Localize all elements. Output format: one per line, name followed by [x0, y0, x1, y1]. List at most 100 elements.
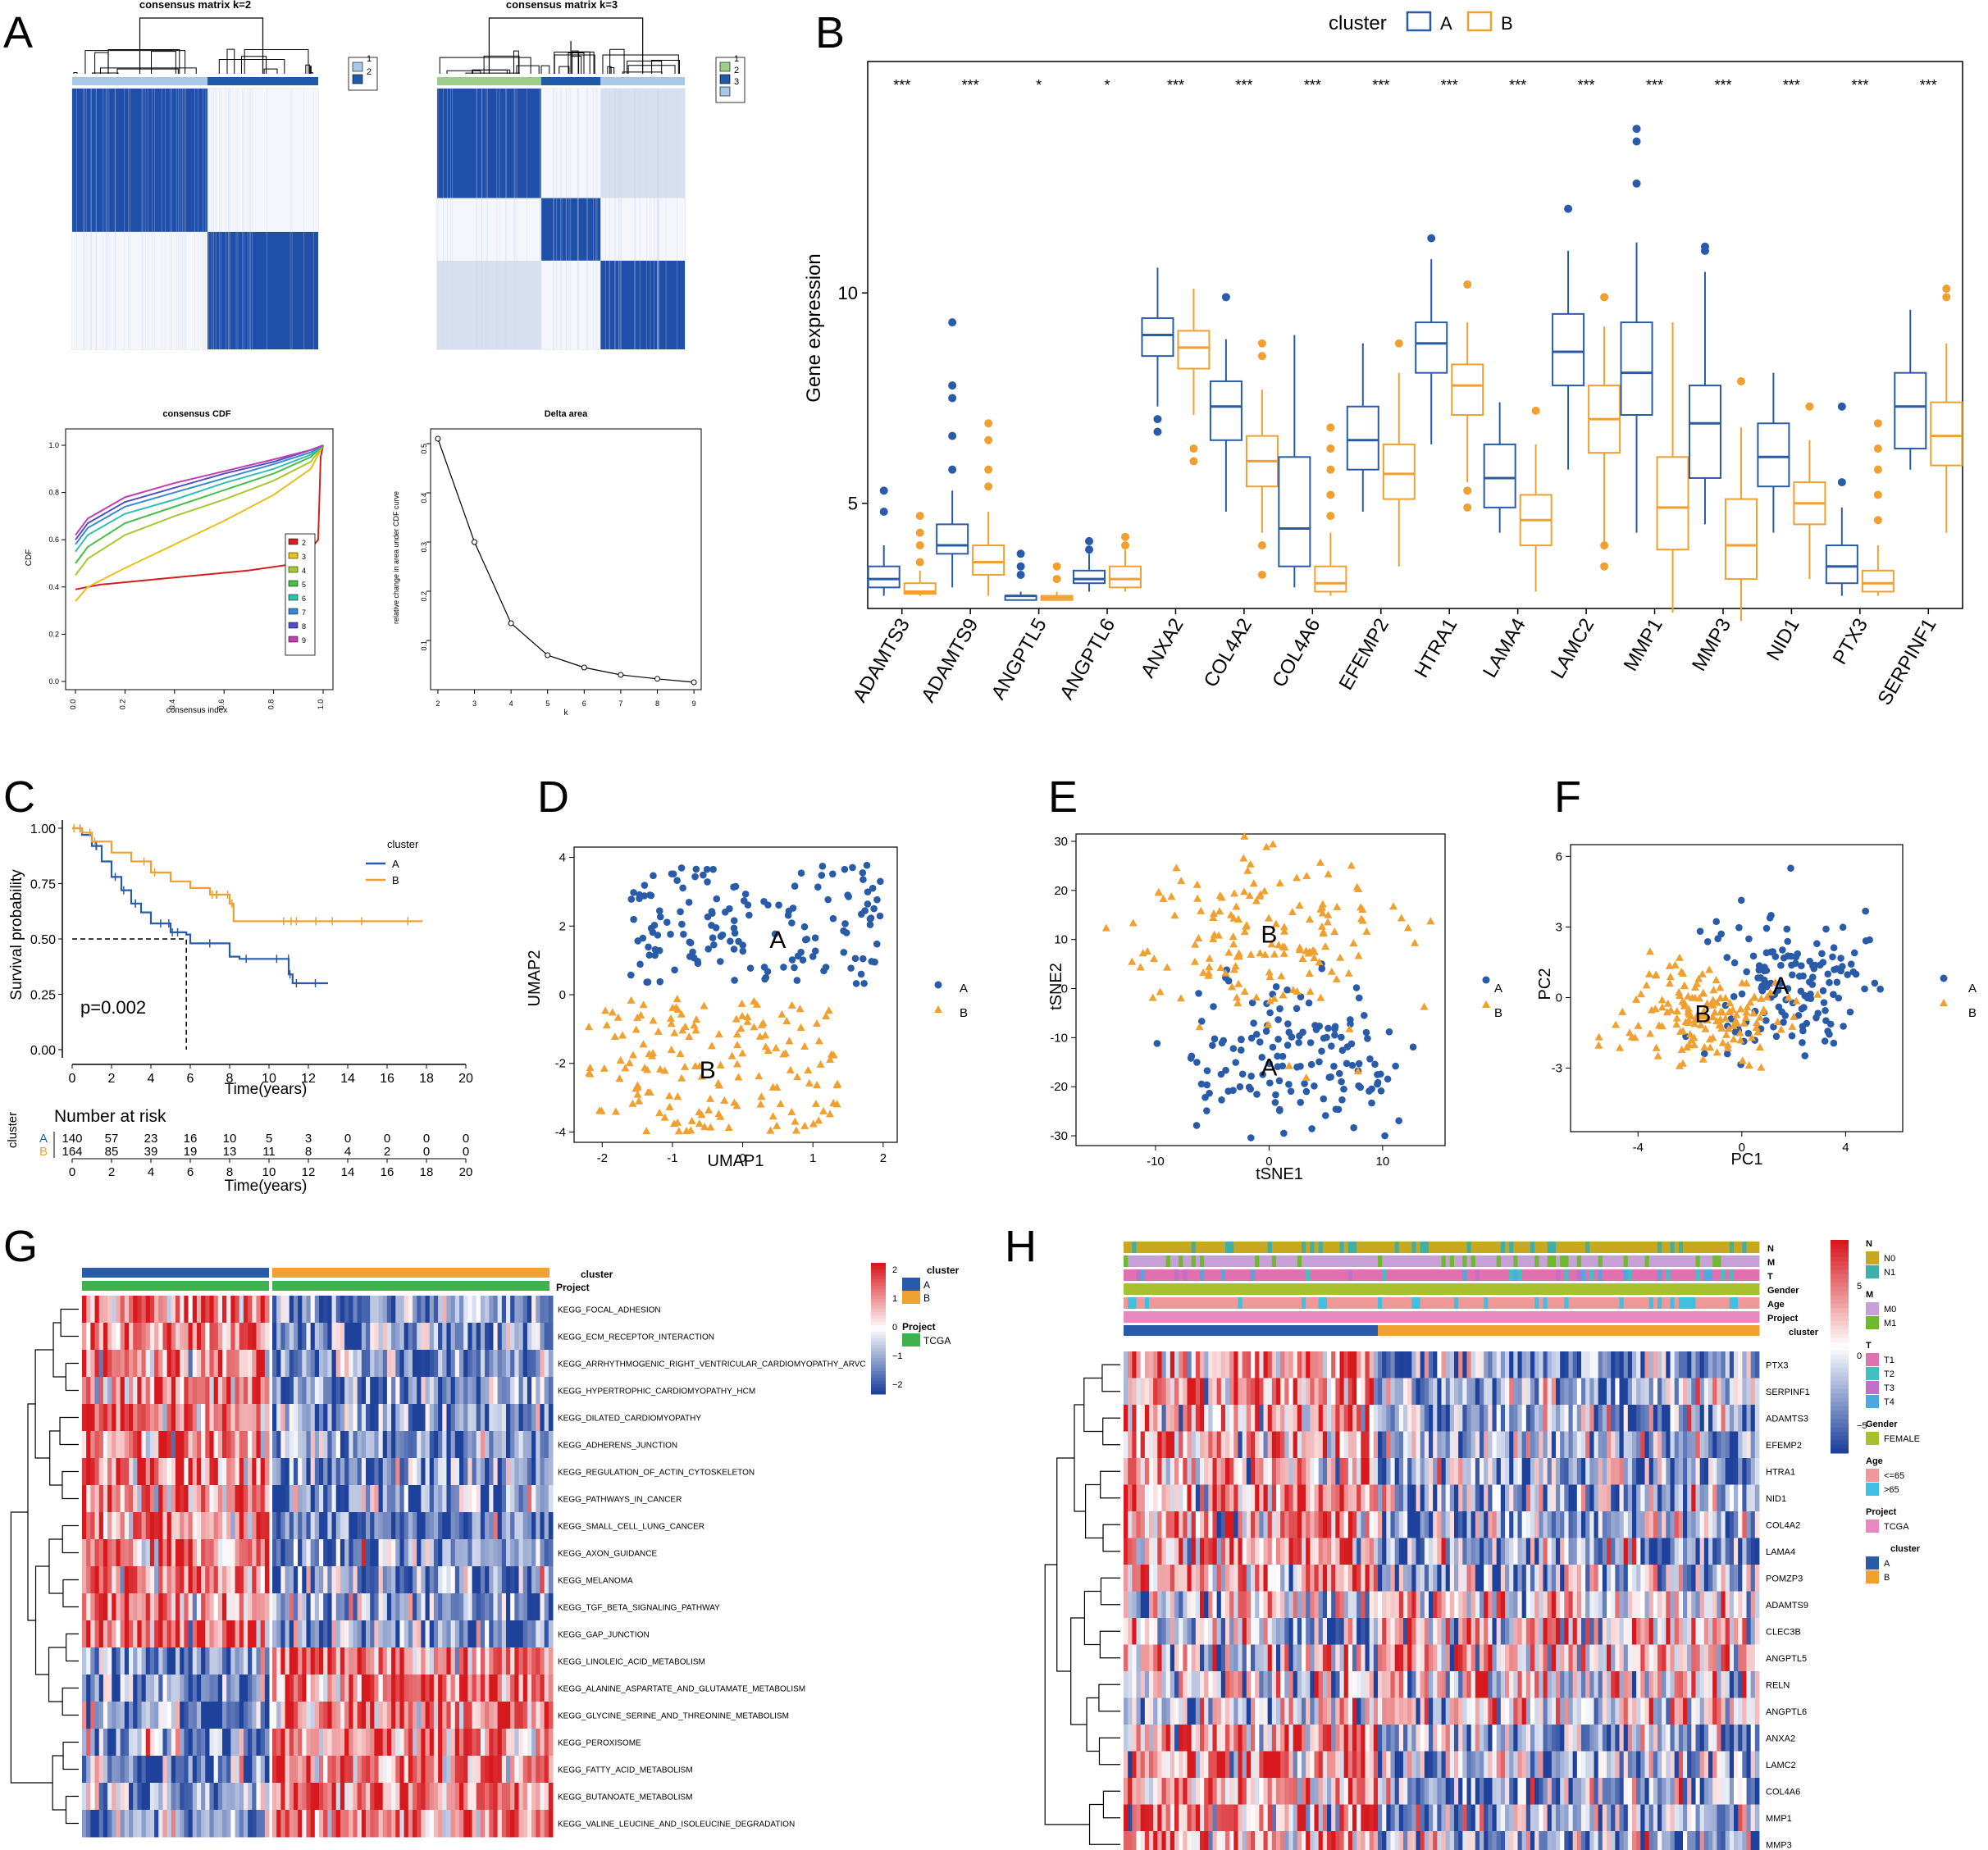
d-point-a	[775, 901, 782, 909]
h-annot-project	[1662, 1311, 1667, 1323]
g-cell	[522, 1702, 528, 1729]
g-cell	[252, 1539, 257, 1567]
f-point-b	[1634, 1021, 1643, 1029]
h-annot-gender	[1204, 1283, 1209, 1295]
h-annot-project	[1369, 1311, 1375, 1323]
h-annot-project	[1462, 1311, 1467, 1323]
d-point-b	[691, 1026, 700, 1034]
h-annot-m	[1280, 1255, 1285, 1267]
h-annot-m	[1136, 1255, 1142, 1267]
km-xtick-label: 16	[380, 1072, 394, 1086]
g-cell	[129, 1431, 134, 1459]
g-cell	[536, 1350, 540, 1378]
h-annot-age	[1484, 1297, 1489, 1309]
g-cell	[162, 1485, 168, 1513]
h-annot-project	[1670, 1311, 1676, 1323]
g-cell	[188, 1539, 194, 1567]
h-annot-t	[1420, 1269, 1425, 1281]
h-annot-project	[1365, 1311, 1370, 1323]
g-cell	[129, 1702, 134, 1729]
h-annot-n	[1470, 1242, 1476, 1253]
f-point-b	[1738, 1056, 1747, 1064]
b-significance: *	[1105, 77, 1110, 93]
f-point-a	[1761, 964, 1768, 971]
g-colorbar-label: 2	[892, 1265, 897, 1275]
e-point-b	[1353, 1067, 1362, 1075]
h-annot-age	[1712, 1297, 1717, 1309]
g-cell	[510, 1539, 515, 1567]
d-point-a	[649, 928, 657, 936]
delta-ytick-label: 0.1	[420, 640, 428, 651]
g-cell	[302, 1783, 307, 1811]
g-cell	[188, 1431, 194, 1459]
g-cell	[357, 1296, 362, 1324]
g-cell	[480, 1647, 486, 1675]
d-point-a	[869, 884, 877, 892]
h-annot-gender	[1403, 1283, 1408, 1295]
g-row-label: KEGG_PATHWAYS_IN_CANCER	[558, 1496, 682, 1505]
h-annot-gender	[1339, 1283, 1345, 1295]
g-cell	[248, 1512, 253, 1540]
b-xtick-label: ANXA2	[1137, 615, 1188, 682]
h-annot-age	[1525, 1297, 1531, 1309]
g-cell	[205, 1458, 210, 1486]
h-annot-m	[1547, 1255, 1553, 1267]
g-cell	[235, 1620, 240, 1648]
d-legend-b: B	[960, 1006, 968, 1020]
g-cell	[302, 1647, 307, 1675]
g-cell	[527, 1675, 532, 1702]
g-cell	[133, 1702, 138, 1729]
h-annot-n	[1687, 1242, 1692, 1253]
h-annot-gender	[1581, 1283, 1586, 1295]
g-cell	[476, 1783, 481, 1811]
g-cell	[209, 1810, 215, 1838]
g-cell	[335, 1756, 341, 1784]
g-cell	[340, 1729, 345, 1757]
h-annot-age	[1556, 1297, 1561, 1309]
g-cell	[180, 1729, 185, 1757]
h-annot-m	[1576, 1255, 1582, 1267]
cdf-series-3	[75, 444, 324, 602]
g-cell	[217, 1810, 223, 1838]
d-point-b	[625, 1059, 634, 1067]
g-cell	[536, 1296, 540, 1324]
h-annot-project	[1331, 1311, 1336, 1323]
g-cell	[514, 1377, 520, 1405]
g-cell	[472, 1647, 477, 1675]
e-point-a	[1381, 1132, 1388, 1140]
h-annot-project	[1259, 1311, 1264, 1323]
g-cell	[514, 1647, 520, 1675]
g-cell	[378, 1539, 384, 1567]
g-cell	[314, 1539, 320, 1567]
g-cell	[103, 1647, 108, 1675]
h-annot-t	[1754, 1269, 1760, 1281]
g-cell	[94, 1512, 100, 1540]
g-cell	[319, 1810, 324, 1838]
h-annot-age	[1297, 1297, 1302, 1309]
d-point-b	[777, 1009, 787, 1018]
e-point-b	[1177, 877, 1186, 885]
h-annot-gender	[1560, 1283, 1565, 1295]
g-cell	[404, 1729, 409, 1757]
h-annot-cluster	[1174, 1325, 1179, 1336]
g-cell	[476, 1485, 481, 1513]
e-point-b	[1249, 879, 1258, 887]
g-cell	[276, 1404, 281, 1432]
g-cell	[133, 1404, 138, 1432]
h-annot-gender	[1462, 1283, 1467, 1295]
h-annot-label-n: N	[1767, 1244, 1774, 1254]
h-annot-age	[1729, 1297, 1735, 1309]
g-cell	[331, 1756, 337, 1784]
g-cell	[536, 1810, 540, 1838]
g-cell	[353, 1620, 358, 1648]
h-annot-gender	[1589, 1283, 1594, 1295]
risk-xtick-label: 2	[108, 1165, 115, 1179]
g-cell	[235, 1729, 240, 1757]
h-annot-project	[1466, 1311, 1472, 1323]
g-cell	[531, 1323, 536, 1351]
g-cell	[248, 1377, 253, 1405]
g-cell	[184, 1756, 189, 1784]
h-annot-gender	[1382, 1283, 1387, 1295]
g-cell	[327, 1702, 333, 1729]
